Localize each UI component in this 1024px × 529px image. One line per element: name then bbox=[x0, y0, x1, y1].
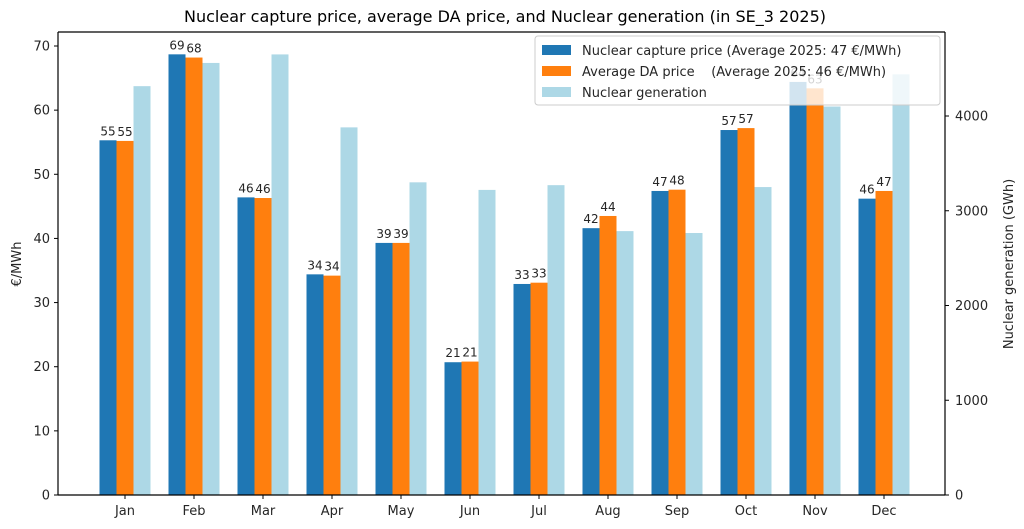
bar-capture-jul bbox=[513, 283, 531, 495]
data-label-capture-may: 39 bbox=[376, 227, 391, 241]
bar-generation-aug bbox=[616, 231, 634, 495]
bar-generation-jul bbox=[547, 185, 565, 496]
bar-da-jun bbox=[461, 361, 479, 495]
data-label-da-apr: 34 bbox=[324, 260, 339, 274]
legend-swatch-0 bbox=[542, 45, 571, 55]
legend: Nuclear capture price (Average 2025: 47 … bbox=[534, 35, 941, 106]
data-label-da-jan: 55 bbox=[117, 125, 132, 139]
y-tick-label-left: 10 bbox=[33, 424, 50, 439]
data-label-capture-feb: 69 bbox=[169, 38, 184, 52]
bar-da-aug bbox=[599, 215, 617, 495]
bar-capture-oct bbox=[720, 130, 738, 495]
y-tick-label-left: 70 bbox=[33, 40, 50, 55]
y-tick-label-left: 0 bbox=[42, 489, 50, 504]
legend-swatch-2 bbox=[542, 87, 571, 97]
bar-da-apr bbox=[323, 275, 341, 495]
data-label-capture-jan: 55 bbox=[100, 124, 115, 138]
legend-label-2: Nuclear generation bbox=[582, 86, 707, 101]
legend-label-1: Average DA price (Average 2025: 46 €/MWh… bbox=[582, 65, 886, 80]
x-tick-label-may: May bbox=[388, 504, 415, 519]
x-tick-label-dec: Dec bbox=[871, 504, 896, 519]
data-label-da-jun: 21 bbox=[462, 346, 477, 360]
data-label-capture-sep: 47 bbox=[652, 175, 667, 189]
axes-layer: 0 10 20 30 40 50 60 70 0 1000 2000 3000 4000 Jan Feb Ma… bbox=[33, 31, 988, 519]
bar-capture-jun bbox=[444, 362, 462, 495]
bar-da-jan bbox=[116, 140, 134, 495]
data-label-da-jul: 33 bbox=[531, 267, 546, 281]
bar-da-mar bbox=[254, 198, 272, 496]
x-tick-label-oct: Oct bbox=[735, 504, 757, 519]
bars-layer bbox=[99, 54, 910, 496]
chart-title: Nuclear capture price, average DA price,… bbox=[184, 7, 826, 27]
bar-capture-feb bbox=[168, 54, 186, 496]
bar-generation-dec bbox=[892, 74, 910, 495]
legend-box bbox=[534, 35, 941, 106]
data-label-da-oct: 57 bbox=[738, 112, 753, 126]
x-tick-label-mar: Mar bbox=[251, 504, 276, 519]
bar-generation-mar bbox=[271, 54, 289, 495]
y-tick-label-right: 1000 bbox=[955, 394, 988, 409]
data-label-capture-dec: 46 bbox=[859, 183, 874, 197]
x-tick-label-aug: Aug bbox=[595, 504, 620, 519]
y-tick-label-right: 3000 bbox=[955, 204, 988, 219]
x-tick-label-nov: Nov bbox=[802, 504, 828, 519]
y-tick-label-left: 50 bbox=[33, 168, 50, 183]
bar-generation-may bbox=[409, 182, 427, 495]
bar-capture-apr bbox=[306, 274, 324, 495]
data-label-da-mar: 46 bbox=[255, 182, 270, 196]
data-label-capture-jun: 21 bbox=[445, 346, 460, 360]
data-label-da-feb: 68 bbox=[186, 42, 201, 56]
data-label-da-dec: 47 bbox=[876, 175, 891, 189]
y-tick-label-left: 60 bbox=[33, 104, 50, 119]
x-tick-label-jul: Jul bbox=[530, 504, 547, 519]
bar-capture-jan bbox=[99, 140, 117, 496]
y-tick-label-left: 20 bbox=[33, 360, 50, 375]
bar-da-oct bbox=[737, 128, 755, 496]
bar-capture-nov bbox=[789, 81, 807, 496]
x-tick-label-apr: Apr bbox=[321, 504, 344, 519]
legend-label-0: Nuclear capture price (Average 2025: 47 … bbox=[582, 44, 901, 59]
bar-generation-oct bbox=[754, 187, 772, 495]
legend-swatch-1 bbox=[542, 66, 571, 76]
bar-generation-nov bbox=[823, 106, 841, 496]
bar-capture-aug bbox=[582, 228, 600, 495]
y-axis-label-left: €/MWh bbox=[10, 242, 25, 287]
bar-generation-apr bbox=[340, 127, 358, 496]
y-tick-label-left: 40 bbox=[33, 232, 50, 247]
y-tick-label-right: 4000 bbox=[955, 110, 988, 125]
bar-capture-may bbox=[375, 242, 393, 495]
bar-generation-sep bbox=[685, 233, 703, 496]
bar-da-feb bbox=[185, 57, 203, 495]
x-tick-label-sep: Sep bbox=[665, 504, 690, 519]
y-tick-label-left: 30 bbox=[33, 296, 50, 311]
data-label-da-may: 39 bbox=[393, 227, 408, 241]
y-tick-label-right: 2000 bbox=[955, 299, 988, 314]
bar-da-may bbox=[392, 242, 410, 495]
y-tick-label-right: 0 bbox=[955, 489, 963, 504]
data-label-capture-aug: 42 bbox=[583, 212, 598, 226]
data-label-capture-oct: 57 bbox=[721, 114, 736, 128]
x-tick-label-jun: Jun bbox=[459, 504, 480, 519]
data-label-da-aug: 44 bbox=[600, 200, 615, 214]
data-label-capture-jul: 33 bbox=[514, 268, 529, 282]
data-label-capture-mar: 46 bbox=[238, 181, 253, 195]
bar-da-dec bbox=[875, 190, 893, 495]
bar-capture-sep bbox=[651, 190, 669, 495]
bar-da-nov bbox=[806, 88, 824, 495]
bar-generation-jun bbox=[478, 189, 496, 495]
bar-generation-feb bbox=[202, 62, 220, 495]
data-label-da-sep: 48 bbox=[669, 174, 684, 188]
x-tick-label-jan: Jan bbox=[114, 504, 135, 519]
x-tick-label-feb: Feb bbox=[182, 504, 205, 519]
bar-capture-dec bbox=[858, 198, 876, 495]
data-label-capture-apr: 34 bbox=[307, 258, 322, 272]
bar-generation-jan bbox=[133, 86, 151, 495]
y-axis-label-right: Nuclear generation (GWh) bbox=[1002, 179, 1017, 349]
bar-capture-mar bbox=[237, 197, 255, 495]
bar-da-jul bbox=[530, 282, 548, 495]
bar-da-sep bbox=[668, 189, 686, 495]
